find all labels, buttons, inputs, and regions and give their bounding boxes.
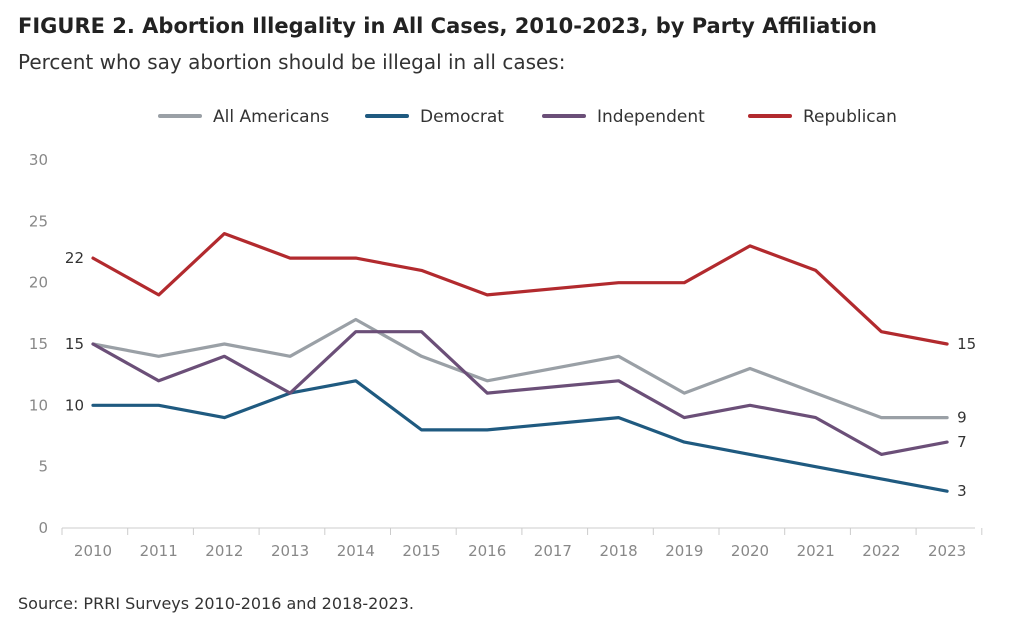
x-tick-label: 2021 [797, 542, 835, 560]
y-tick-label: 15 [29, 335, 48, 353]
legend-label: Republican [803, 107, 897, 127]
series-line [91, 317, 949, 420]
x-tick-label: 2019 [665, 542, 703, 560]
data-label-end: 7 [957, 433, 967, 451]
legend-label: Independent [597, 107, 705, 127]
y-tick-label: 10 [29, 396, 48, 414]
data-label-end: 15 [957, 335, 976, 353]
legend-label: All Americans [213, 107, 329, 127]
chart-legend: All Americans Democrat Independent Republic… [158, 107, 897, 127]
x-axis: 2010 2011 2012 2013 2014 2015 2016 2017 2018 2019… [61, 527, 983, 560]
series-line [91, 330, 949, 456]
x-tick-label: 2017 [534, 542, 572, 560]
data-labels: 9 10 3 15 7 22 15 [65, 249, 976, 500]
series-lines [91, 232, 949, 493]
data-label-end: 9 [957, 409, 967, 427]
x-tick-label: 2010 [74, 542, 112, 560]
chart-source-note: Source: PRRI Surveys 2010-2016 and 2018-… [18, 594, 414, 613]
x-tick-label: 2013 [271, 542, 309, 560]
x-tick-label: 2011 [140, 542, 178, 560]
data-label-start: 10 [65, 396, 84, 414]
series-line [91, 379, 949, 493]
x-tick-label: 2016 [468, 542, 506, 560]
x-tick-label: 2023 [928, 542, 966, 560]
y-tick-label: 5 [38, 458, 48, 476]
data-label-start: 22 [65, 249, 84, 267]
x-tick-label: 2018 [600, 542, 638, 560]
legend-label: Democrat [420, 107, 504, 127]
y-tick-label: 25 [29, 212, 48, 230]
data-label-end: 3 [957, 482, 967, 500]
x-tick-label: 2015 [402, 542, 440, 560]
x-tick-label: 2012 [205, 542, 243, 560]
y-tick-label: 20 [29, 274, 48, 292]
y-tick-label: 0 [38, 519, 48, 537]
chart-subtitle: Percent who say abortion should be illeg… [18, 50, 566, 74]
x-tick-label: 2020 [731, 542, 769, 560]
series-line [91, 232, 949, 346]
chart-title: FIGURE 2. Abortion Illegality in All Cas… [18, 14, 877, 38]
x-tick-label: 2022 [862, 542, 900, 560]
data-label-start: 15 [65, 335, 84, 353]
x-tick-label: 2014 [337, 542, 375, 560]
y-tick-label: 30 [29, 151, 48, 169]
y-axis: 0 5 10 15 20 25 30 [29, 151, 48, 537]
